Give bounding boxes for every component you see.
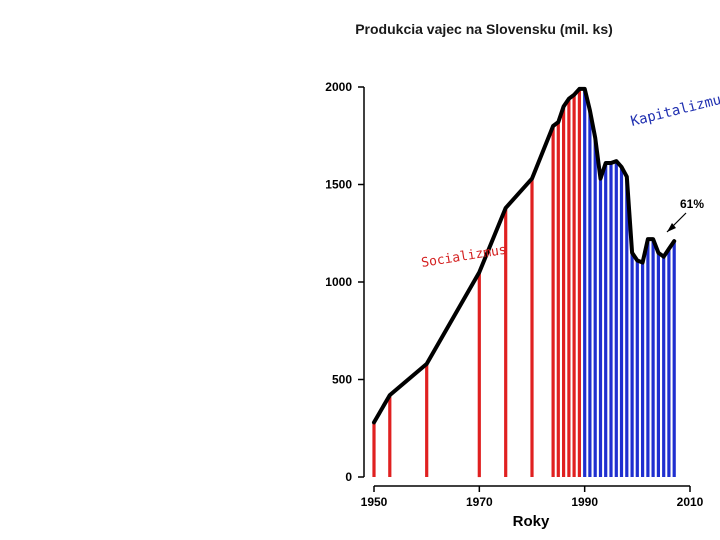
chart-title: Produkcia vajec na Slovensku (mil. ks) bbox=[355, 21, 613, 37]
bar-kapitalizmus-2000 bbox=[635, 260, 639, 477]
y-tick-label: 1500 bbox=[325, 178, 352, 192]
bar-kapitalizmus-2006 bbox=[667, 248, 671, 477]
bar-socializmus-1950 bbox=[372, 422, 376, 477]
percent-annotation: 61% bbox=[680, 197, 704, 211]
bar-socializmus-1970 bbox=[477, 272, 481, 478]
x-tick-label: 1970 bbox=[466, 495, 493, 509]
x-axis-label: Roky bbox=[513, 513, 550, 530]
bar-kapitalizmus-1996 bbox=[614, 161, 618, 477]
bar-socializmus-1986 bbox=[562, 106, 566, 477]
bar-kapitalizmus-1991 bbox=[588, 110, 592, 478]
bar-kapitalizmus-2007 bbox=[672, 241, 676, 477]
bar-kapitalizmus-2004 bbox=[656, 252, 660, 477]
socializmus-label: Socializmus bbox=[420, 243, 507, 271]
y-tick-label: 2000 bbox=[325, 80, 352, 94]
percent-arrow-head bbox=[667, 223, 676, 232]
y-tick-labels: 0 500 1000 1500 2000 bbox=[325, 80, 352, 484]
bar-kapitalizmus-1993 bbox=[598, 178, 603, 477]
bar-socializmus-1985 bbox=[556, 122, 560, 477]
bar-kapitalizmus-1997 bbox=[619, 166, 624, 477]
x-tick-label: 1990 bbox=[571, 495, 598, 509]
production-outline-line bbox=[372, 86, 677, 425]
bar-socializmus-1953 bbox=[388, 395, 392, 477]
bar-kapitalizmus-2002 bbox=[646, 239, 650, 477]
kapitalizmus-text: Kapitalizmus bbox=[629, 90, 720, 130]
bar-kapitalizmus-1999 bbox=[630, 252, 634, 477]
bar-kapitalizmus-1995 bbox=[609, 163, 613, 477]
bar-socializmus-1960 bbox=[425, 363, 429, 477]
x-tick-label: 1950 bbox=[361, 495, 388, 509]
bar-kapitalizmus-2005 bbox=[662, 256, 666, 477]
bar-socializmus-1989 bbox=[577, 88, 581, 478]
bar-socializmus-1988 bbox=[572, 94, 576, 478]
bars-layer bbox=[372, 88, 676, 478]
y-tick-label: 1000 bbox=[325, 275, 352, 289]
bar-socializmus-1987 bbox=[567, 98, 571, 477]
x-tick-labels: 1950 1970 1990 2010 bbox=[361, 495, 704, 509]
bar-socializmus-1980 bbox=[530, 178, 534, 477]
bar-kapitalizmus-1998 bbox=[625, 176, 629, 477]
x-tick-label: 2010 bbox=[677, 495, 704, 509]
bar-kapitalizmus-2003 bbox=[651, 239, 655, 477]
axes-layer bbox=[358, 86, 691, 492]
bar-kapitalizmus-2001 bbox=[641, 262, 645, 477]
bar-socializmus-1984 bbox=[551, 126, 555, 477]
bar-kapitalizmus-1990 bbox=[583, 88, 587, 478]
kapitalizmus-label: Kapitalizmus bbox=[629, 90, 720, 130]
y-tick-label: 0 bbox=[345, 470, 352, 484]
y-tick-label: 500 bbox=[332, 373, 352, 387]
socializmus-text: Socializmus bbox=[420, 243, 507, 271]
bar-kapitalizmus-1992 bbox=[593, 137, 597, 477]
bar-kapitalizmus-1994 bbox=[604, 163, 608, 477]
bar-socializmus-1975 bbox=[504, 207, 508, 477]
